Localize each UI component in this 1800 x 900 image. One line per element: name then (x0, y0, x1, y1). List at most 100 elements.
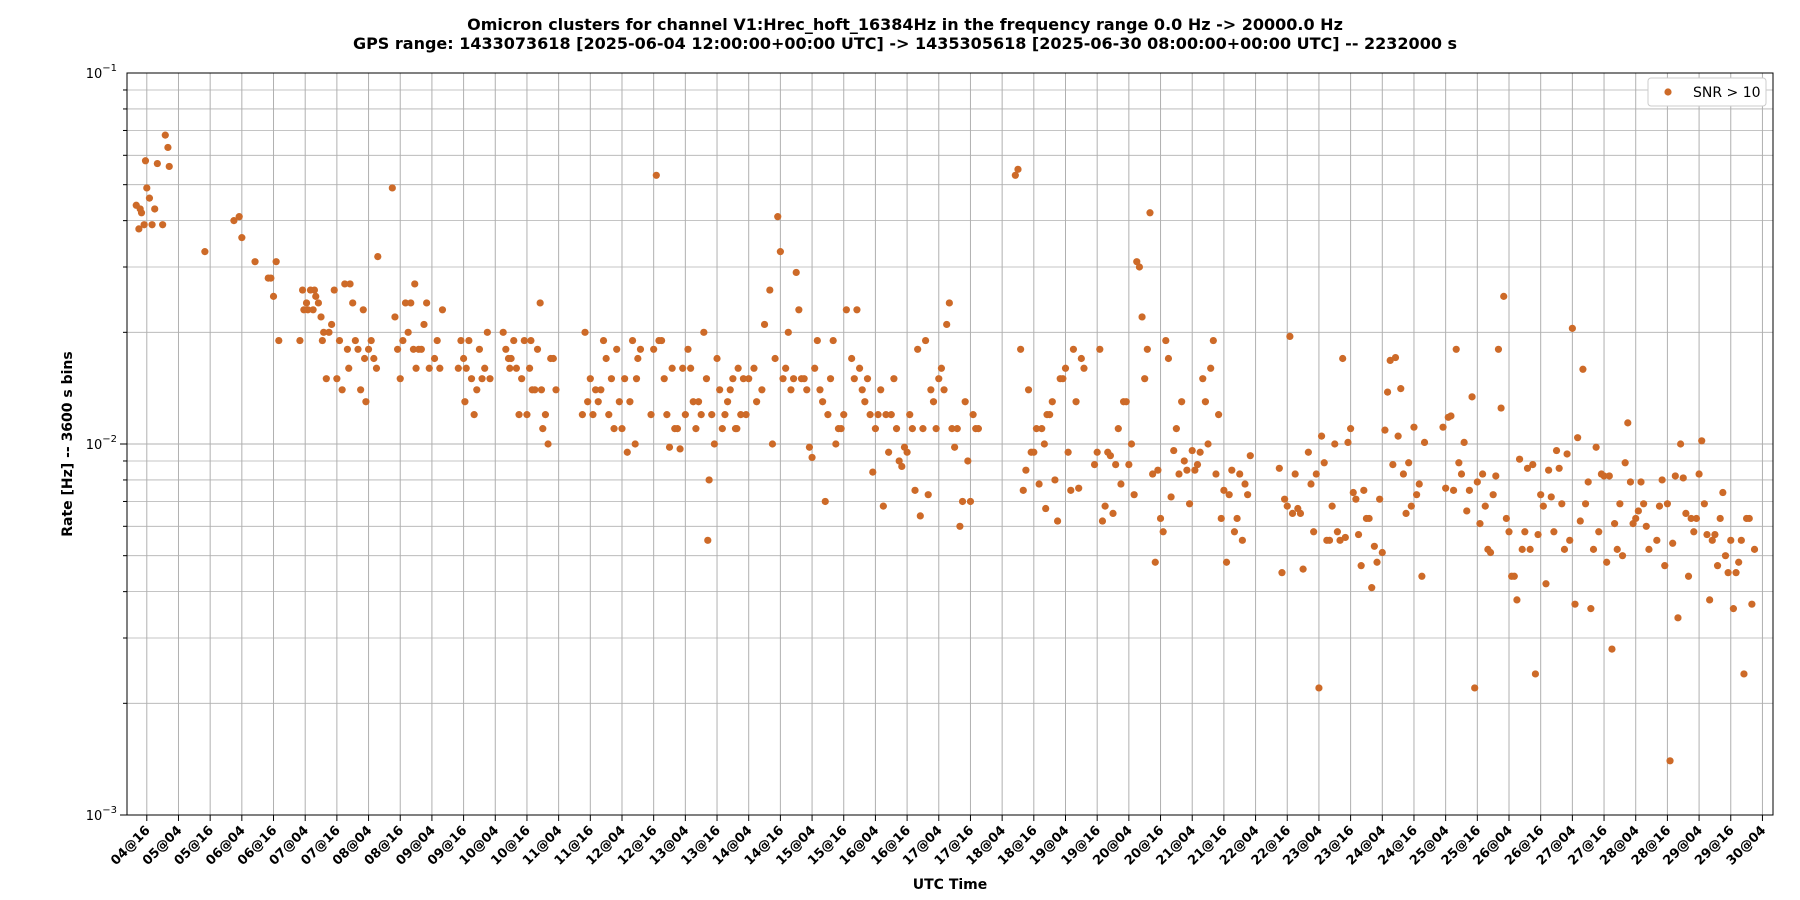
scatter-point (787, 386, 795, 394)
chart-title-line-2: GPS range: 1433073618 [2025-06-04 12:00:… (353, 34, 1457, 53)
scatter-point (1735, 558, 1743, 566)
scatter-point (1545, 466, 1553, 474)
scatter-point (351, 336, 359, 345)
scatter-point (391, 313, 399, 321)
scatter-point (700, 328, 708, 336)
scatter-point (924, 491, 932, 499)
scatter-point (438, 306, 447, 314)
scatter-point (151, 205, 159, 213)
scatter-point (1494, 345, 1503, 353)
scatter-point (1537, 491, 1545, 499)
scatter-point (684, 345, 692, 353)
scatter-point (1391, 353, 1400, 362)
scatter-point (956, 522, 964, 530)
scatter-point (739, 375, 748, 383)
scatter-point (879, 502, 887, 510)
scatter-point (1114, 425, 1122, 433)
scatter-point (539, 425, 547, 433)
scatter-point (871, 425, 880, 433)
scatter-point (1349, 488, 1357, 497)
scatter-point (1090, 461, 1099, 469)
scatter-point (1737, 536, 1745, 544)
y-axis-label: Rate [Hz] -- 3600 s bins (60, 351, 76, 537)
scatter-point (1700, 500, 1708, 508)
scatter-point (636, 345, 645, 353)
scatter-point (1315, 684, 1323, 692)
scatter-point (1352, 495, 1360, 503)
scatter-point (605, 411, 613, 419)
scatter-point (1613, 545, 1621, 553)
scatter-point (718, 425, 726, 433)
scatter-point (1299, 565, 1307, 573)
scatter-point (1333, 528, 1342, 536)
scatter-point (267, 274, 275, 282)
scatter-point (1199, 375, 1207, 383)
scatter-point (362, 398, 370, 406)
scatter-point (816, 386, 824, 394)
scatter-point (335, 336, 344, 345)
scatter-point (430, 354, 439, 363)
scatter-point (304, 306, 312, 314)
scatter-point (1048, 398, 1056, 406)
scatter-point (1389, 461, 1397, 469)
scatter-point (657, 336, 666, 345)
scatter-point (467, 375, 476, 383)
scatter-point (1127, 440, 1136, 448)
scatter-point (626, 398, 634, 406)
scatter-point (1135, 263, 1144, 271)
scatter-point (409, 345, 418, 353)
scatter-point (1386, 356, 1394, 365)
scatter-point (808, 453, 816, 462)
scatter-point (1555, 464, 1563, 472)
scatter-point (903, 448, 911, 456)
scatter-point (1558, 500, 1566, 508)
scatter-point (911, 486, 919, 494)
scatter-point (1471, 684, 1479, 692)
scatter-point (1376, 495, 1384, 503)
scatter-point (322, 375, 330, 383)
scatter-point (704, 536, 712, 544)
y-tick-label-exponent: −1 (102, 63, 117, 74)
scatter-point (1191, 466, 1199, 474)
scatter-point (302, 299, 311, 307)
scatter-point (1521, 528, 1529, 536)
scatter-point (1579, 365, 1587, 373)
scatter-point (1149, 470, 1157, 478)
scatter-point (895, 457, 903, 465)
scatter-point (135, 225, 143, 233)
legend-label: SNR > 10 (1693, 85, 1761, 101)
scatter-point (782, 364, 790, 372)
scatter-point (1354, 530, 1363, 539)
scatter-point (945, 299, 953, 307)
scatter-point (1336, 536, 1344, 544)
y-axis: 10−110−210−3 (86, 63, 127, 824)
scatter-point (1281, 495, 1289, 503)
scatter-point (1732, 569, 1740, 577)
scatter-point (863, 375, 872, 383)
scatter-point (1053, 517, 1062, 525)
scatter-point (1402, 509, 1410, 518)
scatter-point (1212, 470, 1220, 478)
scatter-point (1663, 500, 1671, 508)
scatter-point (1341, 533, 1349, 542)
scatter-point (1156, 514, 1165, 523)
scatter-point (613, 345, 621, 353)
scatter-point (1069, 345, 1078, 353)
grid (127, 72, 1773, 816)
scatter-point (842, 306, 850, 314)
scatter-point (148, 221, 156, 229)
scatter-point (1616, 500, 1624, 508)
scatter-point (552, 386, 560, 394)
scatter-point (679, 364, 687, 372)
scatter-point (882, 411, 890, 419)
scatter-point (1420, 438, 1429, 446)
y-tick-label: 10−1 (86, 63, 117, 82)
scatter-point (1750, 545, 1759, 553)
scatter-point (275, 336, 283, 345)
scatter-point (1640, 500, 1648, 508)
scatter-point (1339, 354, 1347, 363)
scatter-point (705, 476, 713, 484)
scatter-point (310, 286, 319, 294)
y-tick-label-exponent: −2 (102, 434, 117, 445)
scatter-point (1365, 514, 1373, 523)
